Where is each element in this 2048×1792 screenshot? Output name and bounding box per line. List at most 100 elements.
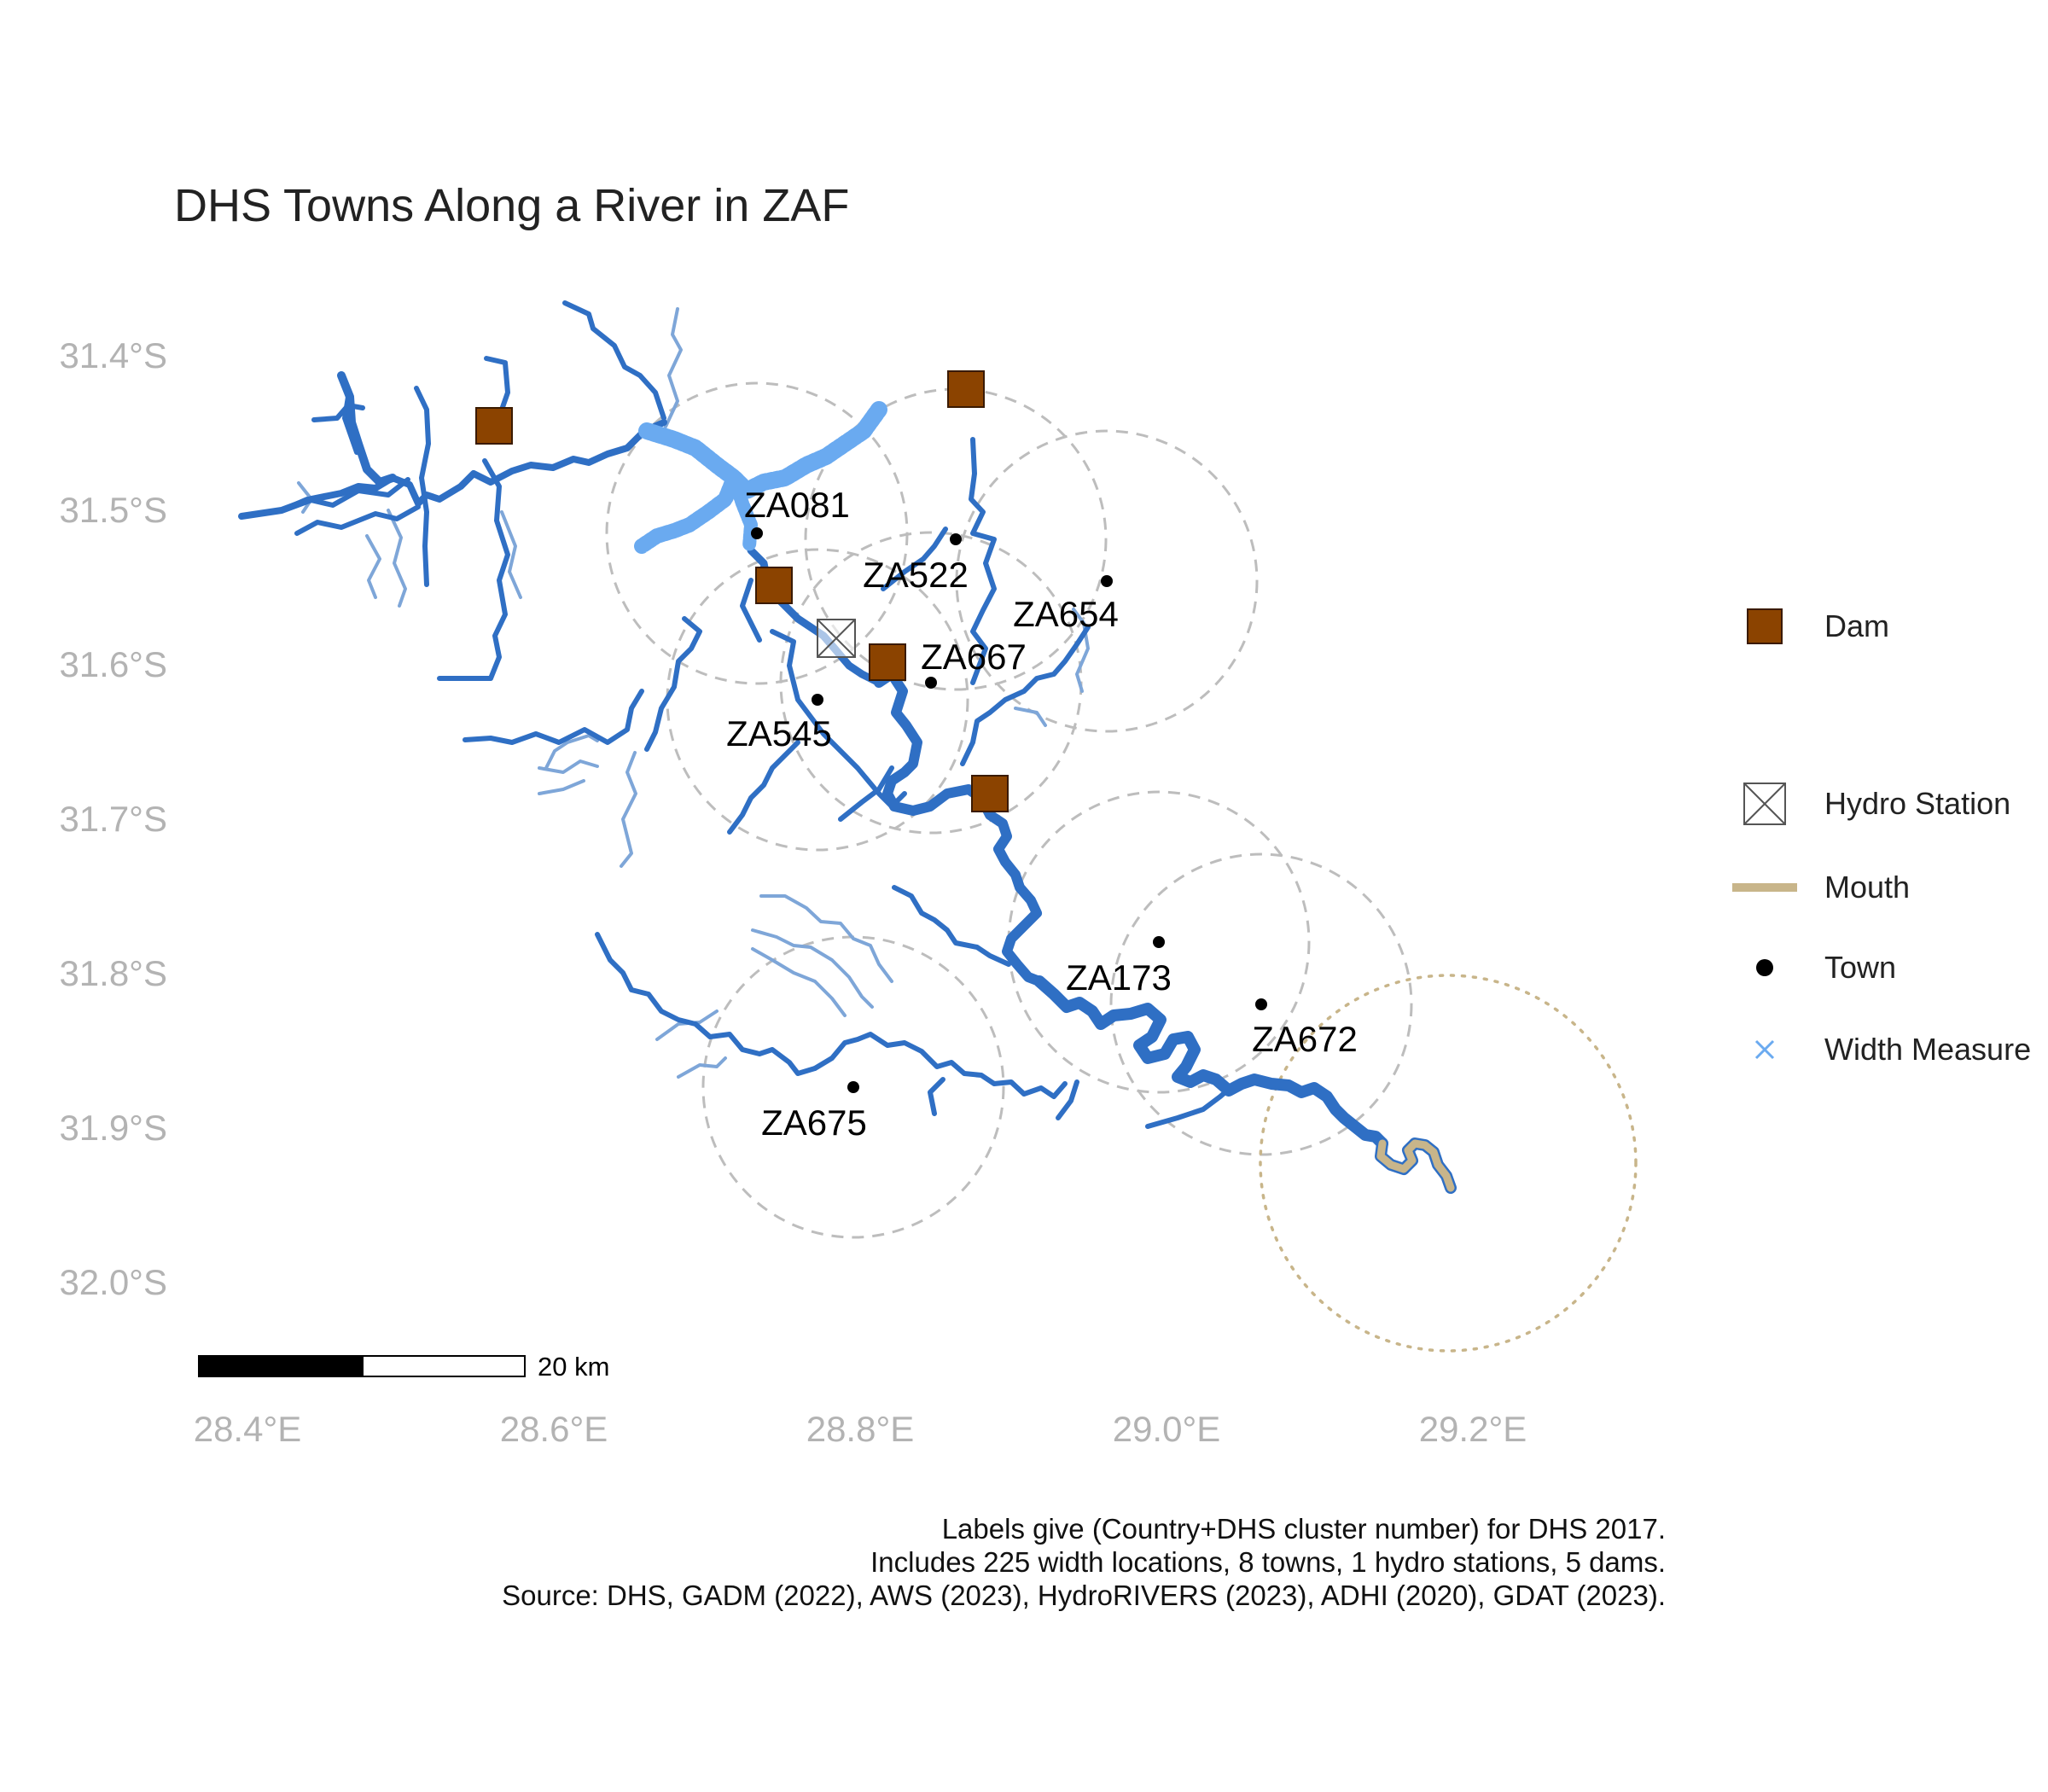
caption-line-2: Includes 225 width locations, 8 towns, 1… — [870, 1546, 1666, 1578]
scale-bar-label: 20 km — [538, 1352, 609, 1382]
x-tick-label: 29.0°E — [1113, 1409, 1221, 1449]
tributary-line — [294, 504, 421, 536]
tributary-line — [463, 689, 644, 745]
tributary-line — [414, 386, 431, 587]
width-measure-track — [638, 401, 887, 499]
legend-hydro-station-label: Hydro Station — [1824, 786, 2010, 821]
tributary-line — [677, 1056, 727, 1079]
town-label: ZA545 — [726, 713, 832, 753]
tributary-line — [484, 356, 510, 412]
town-dot — [1153, 936, 1165, 948]
town-dot — [1255, 998, 1267, 1010]
tributary-line — [881, 527, 948, 591]
y-tick-label: 32.0°S — [59, 1262, 167, 1302]
river-mouth — [1375, 1137, 1457, 1194]
x-axis: 28.4°E 28.6°E 28.8°E 29.0°E 29.2°E — [194, 1409, 1527, 1449]
tributary-line — [365, 534, 381, 599]
tributary-line — [759, 894, 893, 983]
y-tick-label: 31.6°S — [59, 644, 167, 684]
y-tick-label: 31.9°S — [59, 1108, 167, 1148]
tributary-line — [969, 437, 997, 685]
tributary-line — [1056, 1079, 1079, 1120]
town-label: ZA672 — [1252, 1019, 1358, 1059]
town-label: ZA654 — [1013, 594, 1119, 634]
dam-marker — [947, 370, 985, 408]
tributary-line — [538, 779, 585, 795]
town-label: ZA522 — [863, 555, 969, 595]
main-river-line — [874, 669, 1044, 986]
main-river-line — [337, 371, 397, 486]
tributary-line — [1072, 608, 1090, 693]
legend-width-measure-key — [1754, 1039, 1775, 1060]
width-measure-track — [727, 471, 758, 553]
legend-hydro-cross — [1743, 783, 1786, 825]
caption-line-1: Labels give (Country+DHS cluster number)… — [942, 1513, 1666, 1545]
y-tick-label: 31.4°S — [59, 335, 167, 375]
x-tick-label: 28.4°E — [194, 1409, 302, 1449]
main-river-line — [238, 419, 667, 520]
tributary-line — [892, 885, 1011, 967]
tributary-line — [544, 734, 599, 770]
tributary-line — [620, 751, 637, 868]
tributary-line — [500, 510, 522, 599]
mouth-buffer-circle — [1259, 974, 1638, 1353]
y-tick-label: 31.8°S — [59, 953, 167, 993]
legend-width-measure-label: Width Measure — [1824, 1032, 2031, 1067]
legend-mouth-label: Mouth — [1824, 870, 1910, 905]
mouth-line — [1376, 1139, 1455, 1192]
y-axis: 31.4°S 31.5°S 31.6°S 31.7°S 31.8°S 31.9°… — [59, 335, 167, 1302]
town-dot — [925, 677, 937, 689]
town-label: ZA081 — [744, 485, 850, 525]
dam-marker — [971, 775, 1009, 812]
tributary-line — [387, 509, 407, 608]
tributary-line — [751, 947, 847, 1017]
width-measure-track — [634, 470, 742, 554]
tributary-line — [644, 616, 702, 752]
tributary-line — [311, 403, 365, 422]
town-dot — [1101, 575, 1113, 587]
hydro-station-marker — [817, 619, 856, 658]
map-title: DHS Towns Along a River in ZAF — [174, 180, 849, 231]
tributary-line — [595, 932, 817, 1076]
tributary-line — [960, 625, 1091, 766]
minor-tributaries — [297, 307, 1090, 1079]
town-dot — [950, 533, 962, 545]
tributary-line — [740, 578, 762, 643]
legend-width-cross — [1754, 1039, 1775, 1060]
scale-bar-white-segment — [362, 1355, 526, 1377]
main-river-line — [1033, 975, 1388, 1149]
buffer-circle — [955, 429, 1259, 733]
tributary-line — [770, 629, 907, 809]
tributary-line — [1014, 707, 1047, 727]
tributary-line — [664, 307, 683, 428]
town-labels: ZA081 ZA522 ZA654 ZA667 ZA545 ZA173 ZA67… — [726, 485, 1358, 1143]
legend-hydro-station-key — [1743, 783, 1786, 825]
caption-line-3: Source: DHS, GADM (2022), AWS (2023), Hy… — [502, 1580, 1666, 1611]
width-measures — [634, 401, 887, 554]
x-tick-label: 29.2°E — [1419, 1409, 1527, 1449]
tributary-line — [727, 740, 800, 835]
y-tick-label: 31.7°S — [59, 799, 167, 839]
town-dot — [751, 527, 763, 539]
tributary-line — [928, 1077, 945, 1116]
town-dot — [812, 694, 823, 706]
town-dot — [847, 1081, 859, 1093]
scale-bar-black-segment — [198, 1355, 364, 1377]
dam-marker — [869, 643, 906, 681]
scale-bar: 20 km — [198, 1352, 609, 1382]
legend: Dam Hydro Station Mouth Town Width Measu… — [1732, 608, 2031, 1067]
tributary-line — [812, 1032, 1068, 1099]
legend-town-label: Town — [1824, 950, 1896, 985]
dam-marker — [475, 407, 513, 445]
dams — [475, 370, 1009, 812]
town-buffers — [605, 381, 1638, 1353]
legend-dam-key — [1747, 608, 1783, 644]
hydro-station-cross — [817, 619, 856, 658]
x-tick-label: 28.8°E — [806, 1409, 915, 1449]
tributary-line — [437, 458, 510, 681]
towns — [751, 527, 1267, 1093]
town-label: ZA667 — [921, 637, 1027, 677]
tributary-line — [838, 765, 894, 822]
dam-marker — [755, 567, 793, 604]
town-label: ZA173 — [1066, 957, 1172, 998]
